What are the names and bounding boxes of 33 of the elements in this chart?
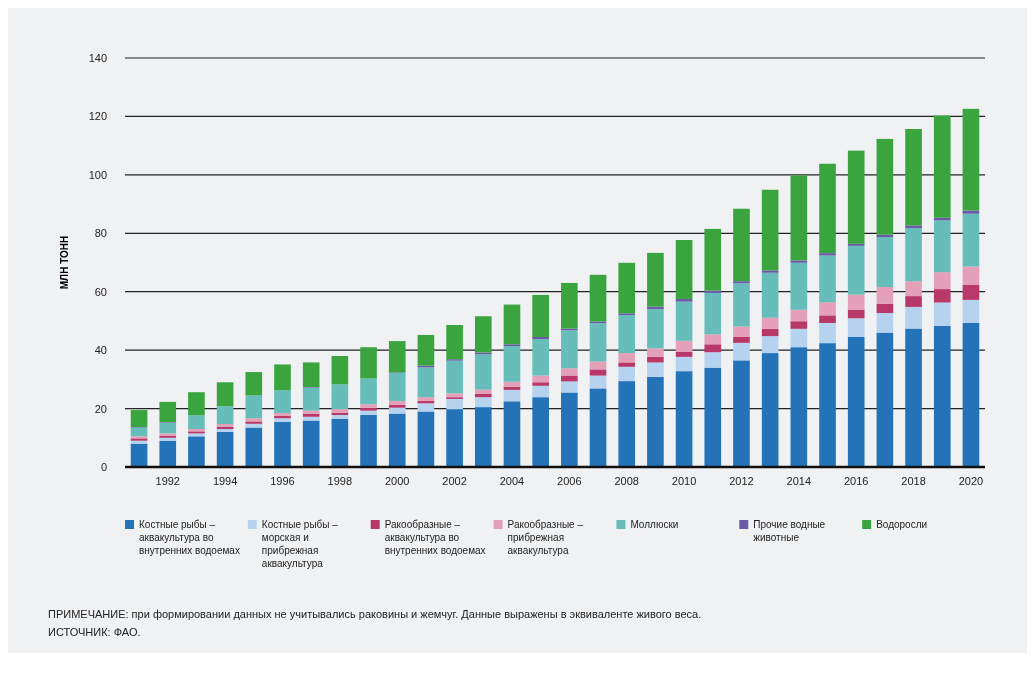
y-tick-label: 60 (94, 285, 107, 298)
legend-label: Прочие водные животные (753, 519, 826, 543)
x-tick-label: 1996 (270, 474, 295, 487)
x-tick-label: 2016 (843, 474, 869, 487)
y-axis-title: МЛН ТОНН (59, 235, 70, 290)
x-tick-label: 2010 (671, 474, 697, 487)
y-tick-label: 140 (88, 52, 107, 65)
y-tick-label: 100 (88, 168, 107, 181)
y-tick-label: 120 (88, 110, 107, 123)
x-tick-label: 2014 (786, 474, 812, 487)
x-tick-label: 2000 (384, 474, 410, 487)
x-tick-label: 2012 (729, 474, 754, 487)
x-tick-label: 1998 (327, 474, 353, 487)
legend-label: Моллюски (630, 519, 679, 530)
legend-label: Костные рыбы – аквакультура во внутренних водоемах (139, 519, 240, 556)
y-tick-label: 40 (94, 344, 107, 357)
legend-label: Водоросли (876, 519, 928, 530)
legend-label: Ракообразные – аквакультура во внутренних водоемах (384, 519, 486, 556)
text: ИСТОЧНИК: ФАО. (48, 626, 141, 638)
x-tick-label: 2018 (901, 474, 926, 487)
y-tick-label: 20 (94, 402, 107, 415)
text: ПРИМЕЧАНИЕ: при формировании данных не учитывались раковины и жемчуг. Данные выражены в эквиваленте живого веса. (48, 608, 702, 620)
x-tick-label: 2008 (614, 474, 639, 487)
y-tick-label: 0 (100, 461, 107, 474)
x-tick-label: 2002 (442, 474, 467, 487)
x-tick-label: 1994 (212, 474, 238, 487)
x-tick-label: 2004 (499, 474, 525, 487)
x-tick-label: 2020 (958, 474, 984, 487)
x-tick-label: 2006 (557, 474, 582, 487)
legend-label: Костные рыбы – морская и прибрежная аквакультура (261, 519, 339, 569)
x-tick-label: 1992 (155, 474, 180, 487)
legend-label: Ракообразные – прибрежная аквакультура (507, 519, 584, 556)
y-tick-label: 80 (94, 227, 107, 240)
